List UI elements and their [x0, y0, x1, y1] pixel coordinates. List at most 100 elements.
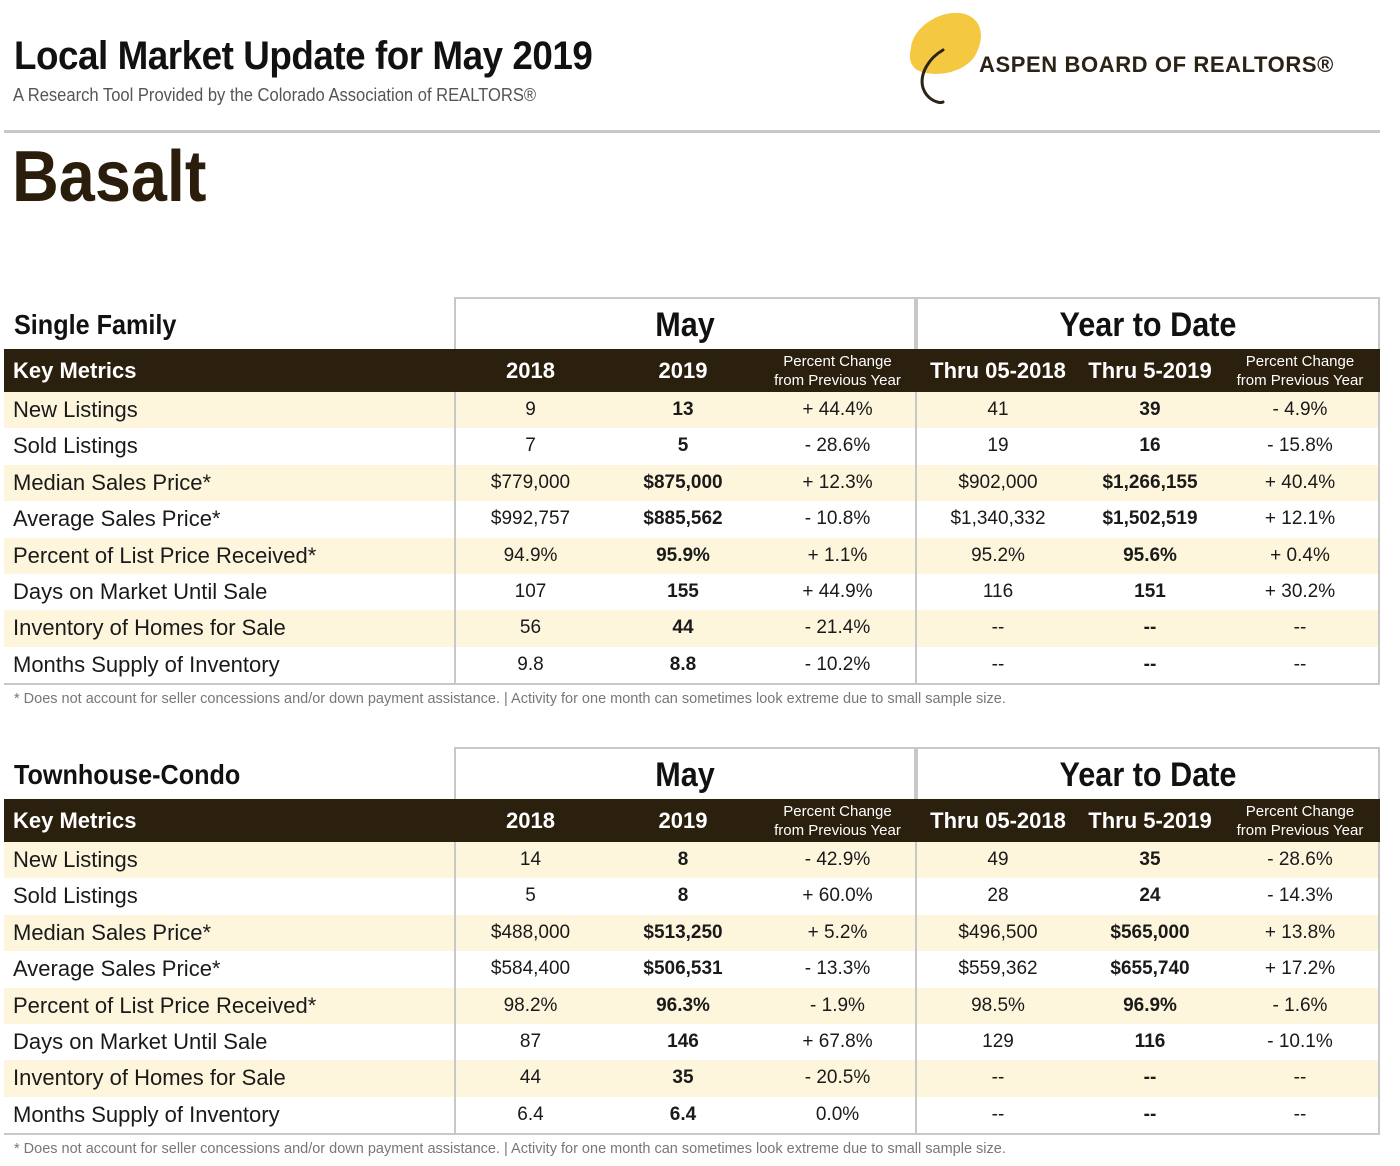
may-2018-value: 9 [525, 399, 536, 420]
city-name: Basalt [12, 137, 207, 217]
col-thru-2018-header: Thru 05-2018 [930, 357, 1066, 383]
ytd-2018-value: 41 [987, 399, 1009, 420]
table-header-row: Key Metrics 2018 2019 Percent Change from… [4, 799, 1380, 842]
may-2018-value: 14 [519, 849, 542, 870]
may-group-header: May [454, 297, 916, 349]
may-2019-value: 96.3% [656, 994, 710, 1016]
report-header: Local Market Update for May 2019 A Resea… [0, 0, 1400, 135]
ytd-group-header: Year to Date [916, 297, 1380, 349]
ytd-2019-value: $1,502,519 [1102, 508, 1198, 530]
section-header: Single Family May Year to Date [4, 297, 1380, 349]
ytd-2018-value: 129 [982, 1030, 1014, 1052]
table-row: Average Sales Price* $584,400 $506,531 - 13… [4, 951, 1380, 987]
ytd-2019-value: -- [1143, 1067, 1157, 1089]
may-2018-value: 56 [519, 617, 542, 639]
col-2019-header: 2019 [658, 357, 708, 383]
ytd-2018-value: -- [991, 617, 1005, 639]
ytd-2018-value: 95.2% [971, 544, 1025, 566]
col-pct-header: Percent Change from Previous Year [774, 802, 901, 839]
footnote: * Does not account for seller concession… [14, 691, 1006, 707]
may-pct-change: + 5.2% [807, 921, 868, 943]
ytd-pct-change: + 40.4% [1264, 471, 1336, 493]
metrics-table: Key Metrics 2018 2019 Percent Change from… [4, 349, 1380, 685]
ytd-2019-value: 96.9% [1123, 994, 1177, 1016]
may-pct-change: 0.0% [815, 1103, 860, 1125]
ytd-pct-change: + 13.8% [1264, 921, 1336, 943]
ytd-pct-change: - 10.1% [1267, 1030, 1333, 1052]
may-pct-change: - 10.2% [804, 653, 871, 675]
metric-label: Months Supply of Inventory [13, 651, 280, 677]
metric-label: Months Supply of Inventory [13, 1101, 280, 1127]
ytd-2019-value: -- [1143, 653, 1157, 675]
may-2019-value: 146 [667, 1030, 699, 1052]
may-2018-value: 98.2% [503, 994, 558, 1016]
may-2018-value: $992,757 [490, 508, 571, 530]
may-pct-change: - 1.9% [810, 994, 865, 1016]
metric-label: Sold Listings [13, 433, 138, 459]
ytd-2019-value: 39 [1139, 399, 1161, 420]
may-pct-change: + 67.8% [802, 1030, 873, 1052]
ytd-pct-change: -- [1293, 653, 1307, 675]
metric-label: Inventory of Homes for Sale [13, 1065, 286, 1091]
ytd-pct-change: - 14.3% [1267, 885, 1333, 907]
metric-label: Average Sales Price* [13, 956, 221, 982]
may-pct-change: - 28.6% [804, 435, 871, 457]
may-2019-value: $875,000 [643, 471, 723, 493]
ytd-2019-value: 35 [1139, 849, 1161, 870]
page-title: Local Market Update for May 2019 [14, 34, 593, 78]
col-2018-header: 2018 [506, 357, 555, 383]
ytd-2018-value: 116 [982, 580, 1014, 602]
may-2019-value: 155 [667, 580, 699, 602]
may-2019-value: 95.9% [656, 544, 710, 566]
ytd-pct-change: -- [1293, 617, 1307, 639]
may-2018-value: $779,000 [490, 471, 571, 493]
table-body: New Listings 9 13 + 44.4% 41 39 - 4.9% Sold Lis… [4, 392, 1380, 683]
column-divider [1378, 392, 1380, 683]
column-divider [454, 842, 456, 1133]
ytd-2018-value: -- [991, 653, 1005, 675]
table-row: Days on Market Until Sale 87 146 + 67.8% 129… [4, 1024, 1380, 1060]
metric-label: Percent of List Price Received* [13, 542, 317, 568]
ytd-pct-change: + 30.2% [1264, 580, 1336, 602]
table-row: Months Supply of Inventory 9.8 8.8 - 10.2% -… [4, 647, 1380, 683]
may-2018-value: 6.4 [517, 1103, 544, 1125]
column-divider [454, 392, 456, 683]
may-pct-change: + 12.3% [802, 471, 873, 493]
table-row: Sold Listings 7 5 - 28.6% 19 16 - 15.8% [4, 428, 1380, 464]
aspen-leaf-icon [909, 12, 981, 104]
metric-label: Days on Market Until Sale [13, 1028, 268, 1054]
ytd-2019-value: $655,740 [1110, 958, 1190, 980]
may-pct-change: - 13.3% [804, 958, 871, 980]
may-2019-value: 5 [677, 435, 689, 457]
section-header: Townhouse-Condo May Year to Date [4, 747, 1380, 799]
may-2019-value: $885,562 [643, 508, 723, 530]
table-row: Sold Listings 5 8 + 60.0% 28 24 - 14.3% [4, 878, 1380, 914]
table-row: Inventory of Homes for Sale 44 35 - 20.5% --… [4, 1060, 1380, 1097]
col-2019-header: 2019 [658, 807, 708, 833]
col-thru-2019-header: Thru 5-2019 [1088, 357, 1212, 383]
section-label: Townhouse-Condo [14, 759, 241, 790]
ytd-pct-change: - 4.9% [1272, 399, 1328, 420]
may-2019-value: $513,250 [643, 921, 723, 943]
column-divider [915, 842, 917, 1133]
table-bottom-border [4, 1133, 1380, 1135]
may-2018-value: 107 [514, 580, 547, 602]
may-pct-change: - 21.4% [804, 617, 871, 639]
table-row: Days on Market Until Sale 107 155 + 44.9% 11… [4, 574, 1380, 610]
ytd-pct-change: -- [1293, 1103, 1307, 1125]
metric-label: Percent of List Price Received* [13, 992, 317, 1018]
metric-label: Days on Market Until Sale [13, 578, 268, 604]
header-divider [4, 130, 1380, 133]
ytd-2019-value: 95.6% [1123, 544, 1177, 566]
ytd-pct-change: - 1.6% [1272, 994, 1328, 1016]
col-thru-2018-header: Thru 05-2018 [930, 807, 1066, 833]
ytd-2018-value: $559,362 [958, 958, 1038, 980]
ytd-2019-value: 16 [1139, 435, 1161, 457]
metrics-table: Key Metrics 2018 2019 Percent Change from… [4, 799, 1380, 1135]
may-2018-value: 5 [525, 885, 536, 907]
may-2018-value: 87 [519, 1030, 542, 1052]
may-pct-change: + 44.4% [802, 399, 873, 420]
key-metrics-header: Key Metrics [13, 357, 137, 383]
ytd-2019-value: -- [1143, 617, 1157, 639]
may-pct-change: + 44.9% [802, 580, 873, 602]
